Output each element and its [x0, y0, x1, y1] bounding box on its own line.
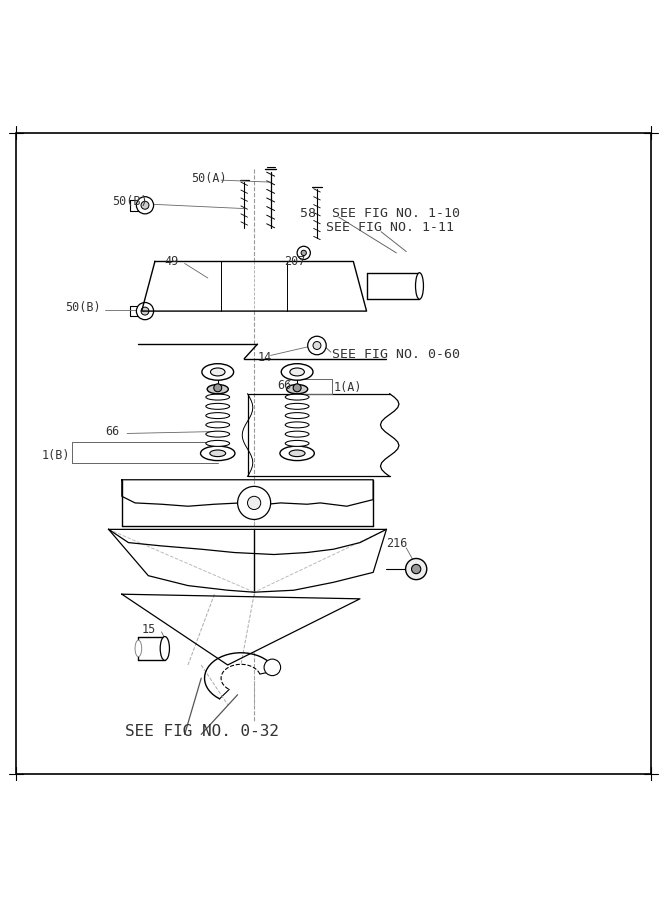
Ellipse shape — [160, 636, 169, 661]
Circle shape — [247, 496, 261, 509]
Circle shape — [406, 559, 427, 580]
Ellipse shape — [289, 450, 305, 456]
Ellipse shape — [264, 659, 281, 676]
Circle shape — [136, 197, 153, 214]
Text: 216: 216 — [386, 537, 408, 551]
Text: 50(B): 50(B) — [112, 195, 147, 209]
Circle shape — [412, 564, 421, 573]
Ellipse shape — [201, 446, 235, 461]
Circle shape — [313, 341, 321, 349]
Ellipse shape — [211, 368, 225, 376]
Text: 1(B): 1(B) — [41, 449, 69, 462]
Polygon shape — [109, 529, 386, 592]
Circle shape — [214, 384, 221, 392]
Text: 66: 66 — [105, 425, 119, 438]
Polygon shape — [122, 480, 374, 506]
Ellipse shape — [206, 440, 229, 446]
Text: 207: 207 — [284, 255, 305, 268]
Ellipse shape — [285, 412, 309, 418]
Text: SEE FIG NO. 1-11: SEE FIG NO. 1-11 — [325, 221, 454, 234]
Text: 50(B): 50(B) — [65, 302, 101, 314]
Text: 58  SEE FIG NO. 1-10: 58 SEE FIG NO. 1-10 — [300, 207, 460, 220]
Text: 15: 15 — [141, 624, 156, 636]
Ellipse shape — [206, 412, 229, 418]
Ellipse shape — [281, 364, 313, 380]
Ellipse shape — [202, 364, 233, 380]
Ellipse shape — [416, 273, 424, 299]
Ellipse shape — [285, 394, 309, 400]
Circle shape — [293, 384, 301, 392]
Text: 1(A): 1(A) — [334, 381, 362, 393]
Text: SEE FIG NO. 0-60: SEE FIG NO. 0-60 — [332, 347, 460, 361]
Circle shape — [301, 250, 306, 256]
Polygon shape — [122, 594, 360, 665]
Ellipse shape — [206, 394, 229, 400]
Text: 50(A): 50(A) — [191, 172, 227, 185]
Ellipse shape — [285, 403, 309, 410]
Ellipse shape — [206, 431, 229, 437]
Ellipse shape — [280, 446, 314, 461]
Ellipse shape — [135, 640, 141, 657]
Text: 14: 14 — [257, 351, 271, 364]
Circle shape — [297, 247, 310, 259]
Circle shape — [141, 307, 149, 315]
Ellipse shape — [206, 422, 229, 427]
Ellipse shape — [285, 440, 309, 446]
Ellipse shape — [206, 403, 229, 410]
Polygon shape — [109, 529, 386, 554]
Text: 66: 66 — [277, 379, 291, 392]
Ellipse shape — [285, 431, 309, 437]
Ellipse shape — [207, 384, 228, 394]
Ellipse shape — [290, 368, 304, 376]
Ellipse shape — [285, 422, 309, 427]
Text: SEE FIG NO. 0-32: SEE FIG NO. 0-32 — [125, 724, 279, 739]
Circle shape — [141, 202, 149, 209]
Ellipse shape — [210, 450, 225, 456]
Polygon shape — [141, 262, 367, 311]
Circle shape — [136, 302, 153, 320]
Text: 49: 49 — [165, 255, 179, 268]
Circle shape — [307, 337, 326, 355]
Ellipse shape — [287, 384, 307, 394]
Circle shape — [237, 486, 271, 519]
